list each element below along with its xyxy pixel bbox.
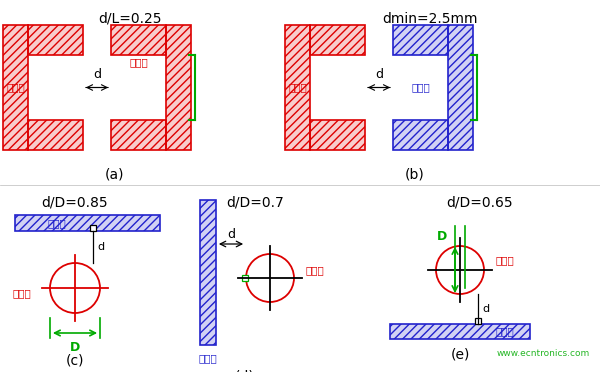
Text: D: D (70, 341, 80, 354)
Bar (310, 25, 365, 55)
Bar (3, 25, 28, 150)
Text: 冷表面: 冷表面 (199, 353, 217, 363)
Text: d/D=0.65: d/D=0.65 (446, 196, 514, 210)
Text: 冷表面: 冷表面 (496, 327, 515, 337)
Text: D: D (437, 230, 447, 243)
Bar (310, 120, 365, 150)
Text: 热表面: 热表面 (129, 58, 148, 67)
Bar (166, 25, 191, 150)
Text: 热表面: 热表面 (6, 83, 25, 93)
Bar (15, 215, 160, 231)
Bar (448, 25, 473, 150)
Bar (166, 25, 191, 150)
Text: 热表面: 热表面 (496, 255, 515, 265)
Text: 热表面: 热表面 (306, 265, 325, 275)
Text: d: d (93, 68, 101, 81)
Bar (393, 25, 448, 55)
Bar (200, 200, 216, 345)
Text: d/D=0.85: d/D=0.85 (41, 196, 109, 210)
Text: 冷表面: 冷表面 (411, 83, 430, 93)
Text: dmin=2.5mm: dmin=2.5mm (382, 12, 478, 26)
Bar (90, 225, 96, 231)
Bar (390, 324, 530, 339)
Text: 热表面: 热表面 (13, 288, 31, 298)
Bar (310, 25, 365, 55)
Text: d: d (97, 242, 104, 252)
Text: d: d (375, 68, 383, 81)
Bar (28, 120, 83, 150)
Bar (200, 200, 216, 345)
Bar (28, 120, 83, 150)
Bar (28, 25, 83, 55)
Text: d/D=0.7: d/D=0.7 (226, 196, 284, 210)
Bar (448, 25, 473, 150)
Text: (e): (e) (451, 347, 470, 361)
Text: (d): (d) (235, 369, 255, 372)
Text: d: d (482, 304, 489, 314)
Bar (393, 25, 448, 55)
Text: d: d (227, 228, 235, 241)
Bar (285, 25, 310, 150)
Bar (310, 120, 365, 150)
Bar (111, 25, 166, 55)
Bar (285, 25, 310, 150)
Bar (242, 275, 248, 281)
Text: (a): (a) (105, 168, 125, 182)
Bar (111, 120, 166, 150)
Bar (15, 215, 160, 231)
Bar (390, 324, 530, 339)
Bar (475, 318, 481, 324)
Bar (3, 25, 28, 150)
Text: (b): (b) (405, 168, 425, 182)
Bar (28, 25, 83, 55)
Text: 冷表面: 冷表面 (47, 218, 67, 228)
Bar (111, 25, 166, 55)
Text: d/L=0.25: d/L=0.25 (98, 12, 162, 26)
Text: www.ecntronics.com: www.ecntronics.com (497, 349, 590, 358)
Bar (393, 120, 448, 150)
Text: 热表面: 热表面 (288, 83, 307, 93)
Text: (c): (c) (66, 354, 84, 368)
Bar (393, 120, 448, 150)
Bar (111, 120, 166, 150)
